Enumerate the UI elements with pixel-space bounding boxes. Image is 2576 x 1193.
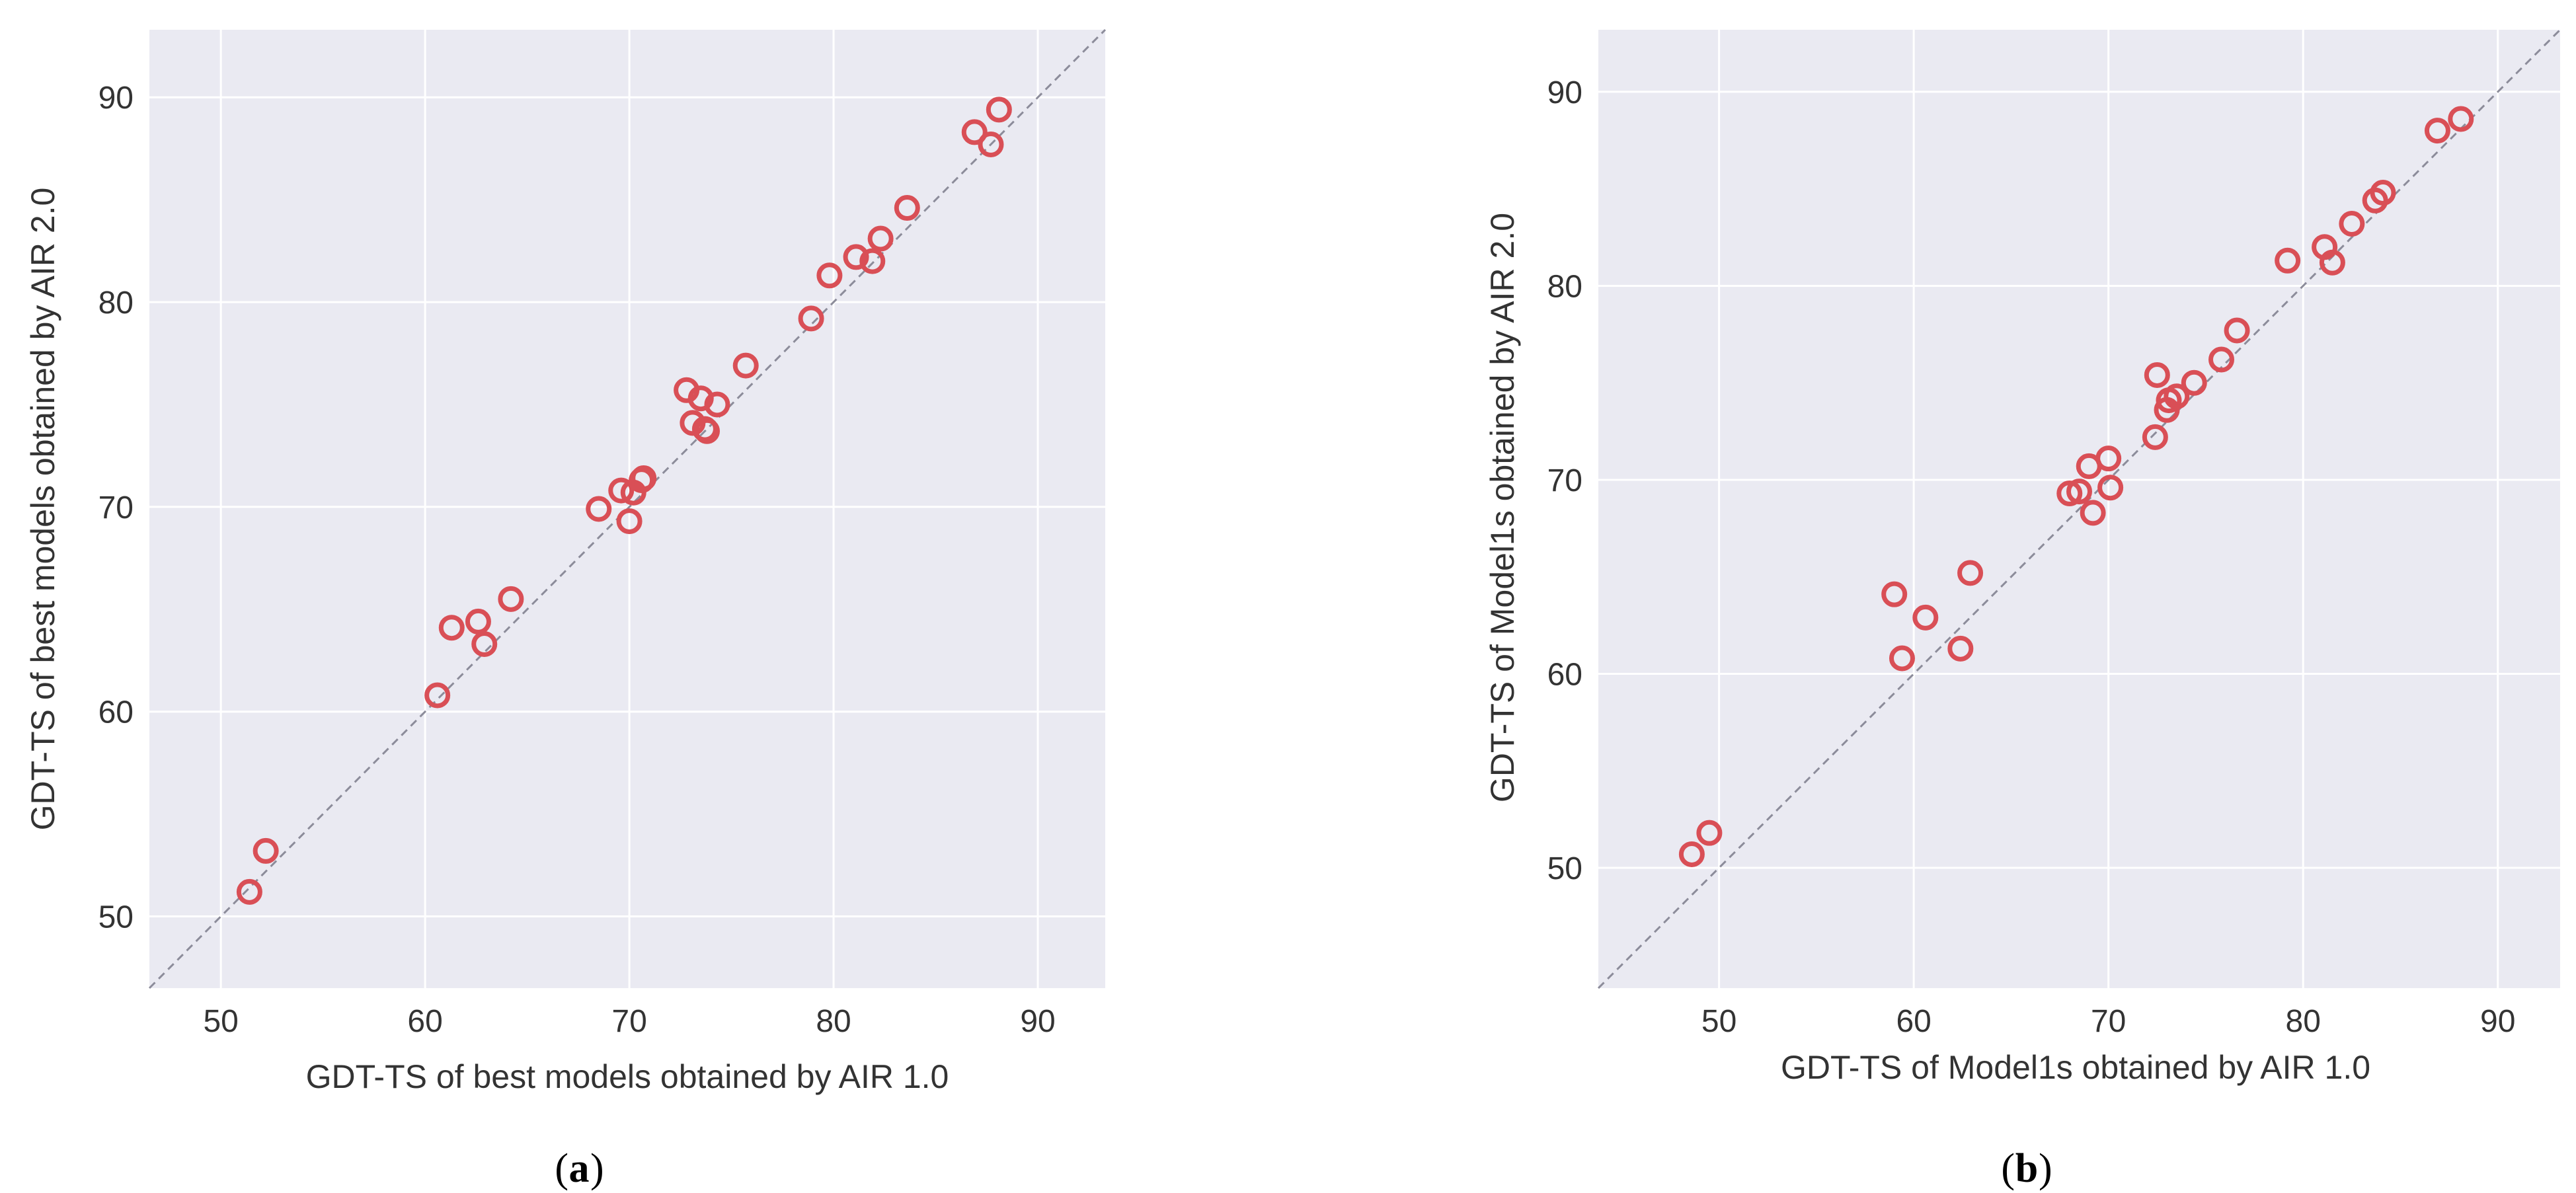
y-tick-label: 60 xyxy=(1547,657,1582,692)
x-tick-label: 70 xyxy=(2091,1004,2126,1039)
data-points-b xyxy=(1678,106,2474,867)
x-tick-labels-a: 50 60 70 80 90 xyxy=(203,1004,1055,1039)
diagonal-reference-line-b xyxy=(1597,28,2561,989)
panel-letter-a: a xyxy=(569,1146,590,1191)
data-point xyxy=(978,132,1004,158)
y-tick-labels-a: 50 60 70 80 90 xyxy=(98,81,134,935)
data-point xyxy=(438,615,465,641)
data-point xyxy=(2095,445,2122,472)
data-point xyxy=(608,477,635,504)
y-tick-label: 60 xyxy=(98,695,134,730)
y-axis-label-b: GDT-TS of Model1s obtained by AIR 2.0 xyxy=(1484,213,1521,802)
scatter-panel-a: 50 60 70 80 90 50 60 70 80 90 GDT-TS of best mod… xyxy=(24,28,1107,1191)
data-point xyxy=(843,244,869,270)
data-point xyxy=(2181,369,2207,396)
data-point xyxy=(704,391,730,418)
data-point xyxy=(2208,346,2235,373)
data-point xyxy=(631,465,657,492)
data-point xyxy=(1957,560,1984,586)
data-point xyxy=(867,225,894,252)
x-tick-label: 50 xyxy=(203,1004,238,1039)
data-point xyxy=(798,305,824,332)
x-axis-label-a: GDT-TS of best models obtained by AIR 1.… xyxy=(306,1058,949,1095)
data-point xyxy=(2370,180,2396,206)
scatter-panel-b: 50 60 70 80 90 50 60 70 80 90 GDT-TS of Model1s … xyxy=(1484,28,2561,1191)
y-tick-label: 80 xyxy=(98,286,134,321)
x-tick-label: 70 xyxy=(611,1004,646,1039)
data-point xyxy=(1678,841,1705,867)
data-point xyxy=(2164,383,2190,410)
data-point xyxy=(2142,424,2168,450)
x-tick-label: 90 xyxy=(2480,1004,2515,1039)
panel-label-a: ( a ) xyxy=(555,1146,604,1191)
x-tick-label: 60 xyxy=(407,1004,442,1039)
x-tick-label: 80 xyxy=(2286,1004,2321,1039)
data-point xyxy=(471,631,498,657)
data-point xyxy=(253,837,279,864)
data-points-a xyxy=(236,96,1012,905)
data-point xyxy=(816,262,843,289)
data-point xyxy=(586,496,612,522)
y-tick-label: 70 xyxy=(98,490,134,525)
data-point xyxy=(2080,500,2106,526)
svg-text:(: ( xyxy=(2001,1146,2015,1191)
data-point xyxy=(859,248,886,274)
x-tick-label: 80 xyxy=(816,1004,851,1039)
data-point xyxy=(2224,317,2250,344)
data-point xyxy=(616,508,643,535)
x-tick-label: 60 xyxy=(1896,1004,1931,1039)
y-tick-label: 50 xyxy=(1547,851,1582,886)
y-tick-labels-b: 50 60 70 80 90 xyxy=(1547,75,1582,886)
data-point xyxy=(732,352,759,379)
y-tick-label: 70 xyxy=(1547,463,1582,498)
data-point xyxy=(2424,118,2450,144)
y-tick-label: 90 xyxy=(98,81,134,116)
data-point xyxy=(2319,249,2345,276)
panel-letter-b: b xyxy=(2015,1146,2038,1191)
data-point xyxy=(424,682,451,709)
panel-label-b: ( b ) xyxy=(2001,1146,2052,1191)
y-axis-label-a: GDT-TS of best models obtained by AIR 2.… xyxy=(24,188,61,831)
data-point xyxy=(1696,820,1723,846)
y-tick-label: 80 xyxy=(1547,269,1582,304)
data-point xyxy=(498,586,524,612)
data-point xyxy=(2362,187,2388,213)
data-point xyxy=(236,878,262,905)
x-tick-labels-b: 50 60 70 80 90 xyxy=(1701,1004,2516,1039)
data-point xyxy=(694,418,720,444)
data-point xyxy=(1912,604,1939,631)
svg-text:): ) xyxy=(2039,1146,2052,1191)
y-tick-label: 90 xyxy=(1547,75,1582,110)
data-point xyxy=(2144,362,2170,388)
x-tick-label: 90 xyxy=(1020,1004,1055,1039)
data-point xyxy=(2056,481,2083,507)
data-point xyxy=(961,119,988,145)
svg-text:(: ( xyxy=(555,1146,568,1191)
data-point xyxy=(1889,645,1915,672)
x-tick-label: 50 xyxy=(1701,1004,1737,1039)
svg-text:): ) xyxy=(590,1146,604,1191)
data-point xyxy=(2275,247,2301,274)
y-tick-label: 50 xyxy=(98,900,134,935)
data-point xyxy=(986,96,1012,123)
data-point xyxy=(2097,475,2124,501)
data-point xyxy=(894,195,920,221)
data-point xyxy=(1881,581,1908,607)
data-point xyxy=(2339,211,2365,237)
x-axis-label-b: GDT-TS of Model1s obtained by AIR 1.0 xyxy=(1781,1049,2370,1086)
data-point xyxy=(1947,635,1974,662)
data-point xyxy=(465,608,491,635)
data-point xyxy=(2448,106,2474,132)
data-point xyxy=(2066,479,2092,505)
